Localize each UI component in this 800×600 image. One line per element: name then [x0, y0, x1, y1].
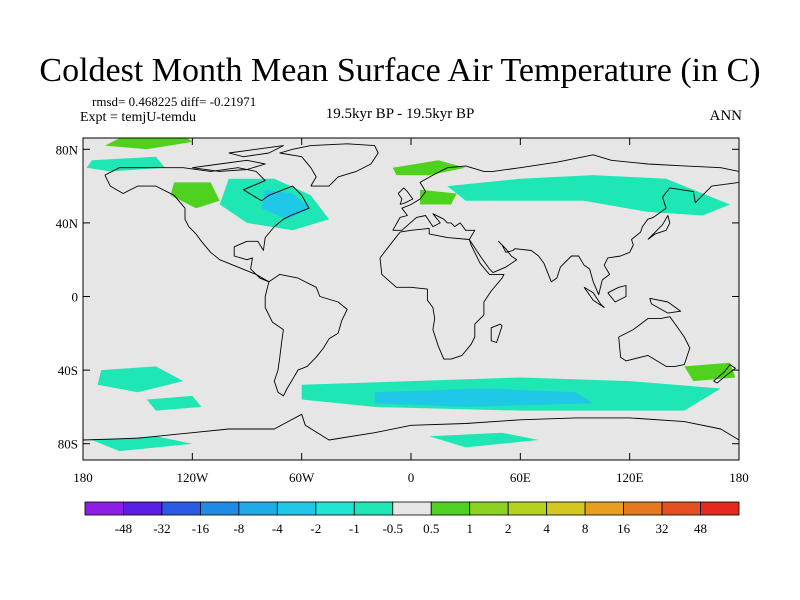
lat-tick-label: 40S — [58, 363, 78, 378]
coastline — [83, 413, 739, 441]
anomaly-regions — [86, 138, 736, 452]
coastline — [647, 215, 671, 240]
lat-tick-label: 80S — [58, 437, 78, 452]
anomaly-region — [170, 182, 220, 209]
anomaly-region — [420, 189, 457, 205]
coastline — [649, 297, 682, 314]
coastline — [713, 364, 736, 384]
colorbar-label: -0.5 — [382, 521, 403, 536]
colorbar-swatch — [584, 501, 624, 516]
colorbar-swatch — [238, 501, 278, 516]
anomaly-region — [104, 138, 193, 150]
colorbar-swatch — [276, 501, 317, 516]
colorbar-swatch — [353, 501, 394, 516]
coastline — [104, 167, 310, 283]
anomaly-region — [92, 436, 193, 452]
colorbar-swatch — [623, 501, 663, 516]
colorbar-swatch — [315, 501, 355, 516]
coastline — [618, 316, 691, 367]
lon-tick-label: 60E — [510, 470, 531, 485]
lon-tick-label: 0 — [408, 470, 415, 485]
colorbar-label: 2 — [505, 521, 512, 536]
anomaly-region — [97, 366, 184, 393]
lon-tick-label: 120W — [176, 470, 209, 485]
coastline — [392, 181, 739, 296]
coastline — [397, 187, 414, 205]
axis-ticks: 80N 40N 0 40S 80S 180 120W 60W 0 60E 120E 180 — [56, 138, 749, 485]
experiment-line: Expt = temjU-temdu — [80, 110, 196, 125]
colorbar-label: 4 — [543, 521, 550, 536]
coastline — [264, 273, 348, 397]
anomaly-region — [146, 395, 202, 411]
colorbar-label: -2 — [310, 521, 321, 536]
coastline — [228, 145, 284, 158]
stats-line: rmsd= 0.468225 diff= -0.21971 — [92, 94, 257, 109]
colorbar-label: -8 — [233, 521, 244, 536]
colorbar-label: 32 — [656, 521, 669, 536]
colorbar-swatch — [392, 501, 432, 516]
colorbar-label: -1 — [349, 521, 360, 536]
lon-tick-label: 180 — [729, 470, 749, 485]
colorbar-swatch — [661, 501, 701, 516]
coastline — [490, 323, 503, 343]
colorbar-swatch — [700, 501, 740, 516]
coastlines — [83, 143, 739, 441]
coastline — [392, 154, 739, 231]
coastline — [192, 159, 266, 172]
colorbar-label: 48 — [694, 521, 707, 536]
anomaly-region — [374, 388, 594, 407]
colorbar-swatch — [430, 501, 471, 516]
colorbar-swatch — [84, 501, 124, 516]
colorbar-label: 16 — [617, 521, 631, 536]
colorbar-swatch — [200, 501, 240, 516]
coastline — [607, 285, 627, 303]
colorbar-label: 8 — [582, 521, 589, 536]
anomaly-region — [429, 432, 539, 448]
coastline — [379, 227, 505, 360]
anomaly-region — [447, 175, 730, 216]
colorbar-swatch — [123, 501, 163, 516]
anomaly-region — [392, 160, 466, 176]
map-title: Coldest Month Mean Surface Air Temperatu… — [39, 52, 761, 89]
colorbar-label: 0.5 — [423, 521, 439, 536]
colorbar-swatch — [161, 501, 201, 516]
anomaly-region — [684, 362, 736, 382]
colorbar-label: 1 — [466, 521, 473, 536]
colorbar: -48 -32 -16 -8 -4 -2 -1 -0.5 0.5 1 2 4 8 16 32 48 — [84, 501, 740, 536]
lat-tick-label: 40N — [56, 216, 79, 231]
colorbar-label: -16 — [192, 521, 210, 536]
colorbar-swatch — [469, 501, 509, 516]
lon-tick-label: 120E — [616, 470, 644, 485]
season-label: ANN — [709, 108, 743, 124]
lat-tick-label: 0 — [72, 290, 79, 305]
colorbar-swatch — [546, 501, 586, 516]
period-label: 19.5kyr BP - 19.5kyr BP — [325, 106, 475, 122]
coastline — [583, 286, 605, 308]
colorbar-label: -4 — [272, 521, 283, 536]
lon-tick-label: 180 — [73, 470, 93, 485]
anomaly-region — [261, 189, 311, 220]
lat-tick-label: 80N — [56, 142, 79, 157]
coastline — [279, 143, 379, 187]
colorbar-label: -48 — [115, 521, 132, 536]
lon-tick-label: 60W — [289, 470, 315, 485]
colorbar-label: -32 — [153, 521, 170, 536]
colorbar-swatch — [507, 501, 548, 516]
